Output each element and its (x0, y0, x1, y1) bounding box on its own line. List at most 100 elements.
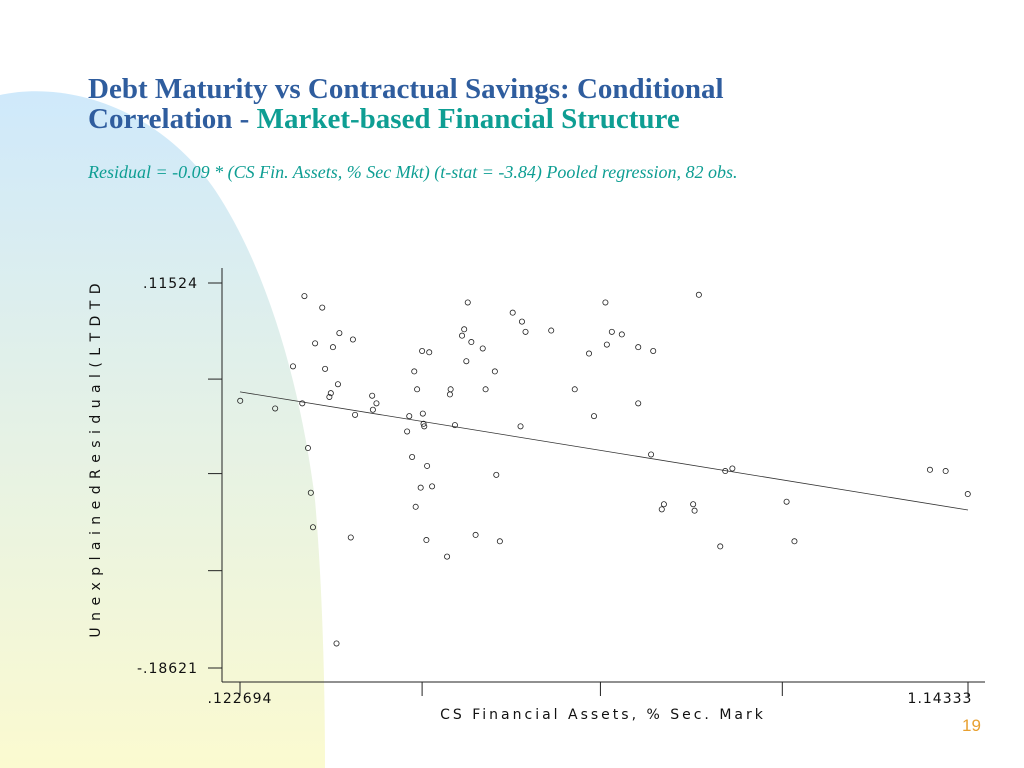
data-point (783, 498, 790, 505)
data-point (329, 344, 336, 351)
data-point (571, 386, 578, 393)
chart-axes (208, 268, 985, 696)
data-point (299, 400, 306, 407)
title-line-2: Correlation - Market-based Financial Str… (88, 104, 724, 134)
data-point (461, 326, 468, 333)
data-point (419, 347, 426, 354)
data-point (695, 291, 702, 298)
y-tick-label-bottom: -.18621 (137, 661, 198, 677)
data-point (304, 445, 311, 452)
data-point (464, 299, 471, 306)
data-point (691, 507, 698, 514)
data-point (491, 368, 498, 375)
page-number: 19 (962, 716, 981, 735)
title-line-1: Debt Maturity vs Contractual Savings: Co… (88, 73, 724, 105)
data-point (690, 501, 697, 508)
data-point (420, 420, 427, 427)
data-point (334, 381, 341, 388)
data-point (729, 465, 736, 472)
fit-line-group (239, 391, 969, 511)
data-point (518, 318, 525, 325)
data-point (307, 489, 314, 496)
data-point (349, 336, 356, 343)
data-point (463, 358, 470, 365)
data-point (942, 468, 949, 475)
data-point (586, 350, 593, 357)
y-tick-label-top: .11524 (143, 276, 198, 292)
data-point (509, 309, 516, 316)
data-point (352, 411, 359, 418)
x-axis-label: CS Financial Assets, % Sec. Mark (440, 707, 766, 723)
data-point (414, 386, 421, 393)
data-point (444, 553, 451, 560)
data-point (404, 428, 411, 435)
data-point (468, 339, 475, 346)
data-point (369, 392, 376, 399)
data-point (459, 332, 466, 339)
data-point (472, 531, 479, 538)
y-axis-label: U n e x p l a i n e d R e s i d u a l ( … (88, 282, 104, 637)
data-point (493, 471, 500, 478)
data-point (369, 406, 376, 413)
data-point (424, 462, 431, 469)
data-point (290, 363, 297, 370)
data-point (336, 330, 343, 337)
data-point (648, 451, 655, 458)
x-tick-label-right: 1.14333 (908, 691, 973, 707)
data-point (373, 400, 380, 407)
data-point (717, 543, 724, 550)
data-point (421, 423, 428, 430)
data-point (479, 345, 486, 352)
data-point (326, 393, 333, 400)
data-point (333, 640, 340, 647)
data-point (482, 386, 489, 393)
x-tick-label-left: .122694 (208, 691, 273, 707)
data-point (618, 331, 625, 338)
data-point (301, 293, 308, 300)
data-point (446, 391, 453, 398)
data-point (419, 410, 426, 417)
data-point (635, 400, 642, 407)
data-point (722, 468, 729, 475)
data-point (237, 397, 244, 404)
data-point (602, 299, 609, 306)
regression-subtitle: Residual = -0.09 * (CS Fin. Assets, % Se… (88, 162, 738, 182)
data-point (409, 454, 416, 461)
fit-line (239, 391, 969, 511)
data-point (412, 503, 419, 510)
data-point (548, 327, 555, 334)
data-point (406, 413, 413, 420)
points-group (237, 291, 971, 647)
data-point (322, 365, 329, 372)
data-point (417, 484, 424, 491)
data-point (660, 501, 667, 508)
data-point (309, 524, 316, 531)
data-point (791, 538, 798, 545)
data-point (272, 405, 279, 412)
data-point (591, 413, 598, 420)
data-point (451, 422, 458, 429)
data-point (608, 328, 615, 335)
data-point (603, 341, 610, 348)
data-point (426, 349, 433, 356)
data-point (319, 304, 326, 311)
data-point (635, 344, 642, 351)
data-point (926, 466, 933, 473)
title-line-2-accent: Market-based Financial Structure (256, 103, 680, 135)
data-point (964, 491, 971, 498)
data-point (423, 537, 430, 544)
data-point (429, 483, 436, 490)
data-point (447, 386, 454, 393)
data-point (522, 328, 529, 335)
data-point (517, 423, 524, 430)
data-point (650, 347, 657, 354)
slide-title: Debt Maturity vs Contractual Savings: Co… (88, 74, 724, 134)
data-point (347, 534, 354, 541)
data-point (327, 390, 334, 397)
data-point (658, 506, 665, 513)
data-point (312, 340, 319, 347)
title-line-2-prefix: Correlation - (88, 103, 257, 135)
data-point (496, 538, 503, 545)
